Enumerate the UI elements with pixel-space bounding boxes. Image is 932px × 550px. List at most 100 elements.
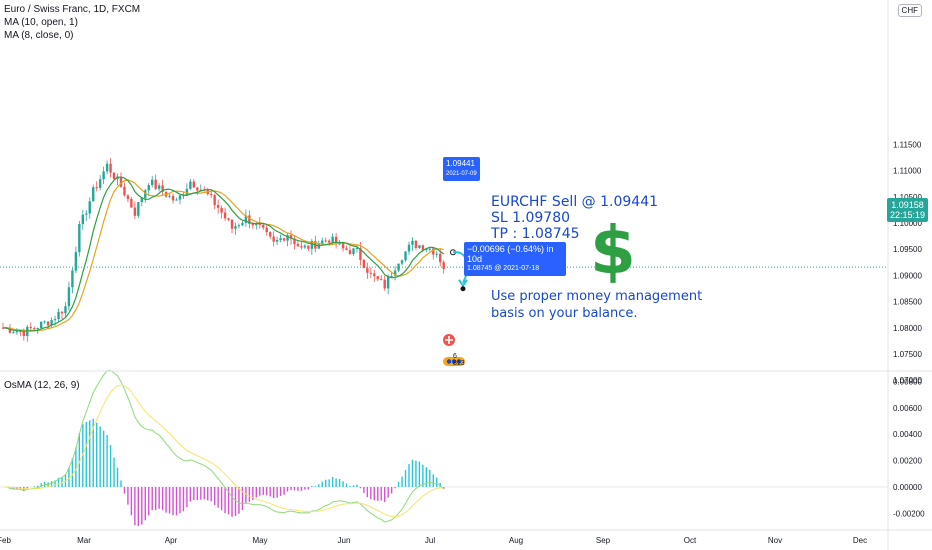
candle-body — [154, 179, 157, 189]
candle-body — [185, 188, 189, 195]
candle-body — [432, 248, 435, 255]
candle-body — [390, 275, 393, 277]
candle-body — [168, 195, 171, 197]
candle-body — [327, 240, 331, 243]
time-tick-label: May — [252, 536, 267, 545]
candle-body — [157, 185, 161, 189]
candle-body — [39, 321, 43, 328]
candle-body — [282, 238, 286, 241]
candle-body — [411, 240, 414, 245]
target-marker — [460, 286, 466, 292]
candle-body — [383, 279, 386, 289]
advice-line-1: Use proper money management — [491, 289, 703, 304]
candle-body — [241, 222, 244, 226]
candle-body — [421, 245, 425, 251]
candle-body — [341, 243, 345, 249]
price-tick-label: 1.09500 — [893, 245, 922, 254]
trade-stop-loss: SL 1.09780 — [491, 210, 571, 226]
price-tick-label: 1.09000 — [893, 271, 922, 280]
candle-body — [352, 248, 355, 255]
measure-label[interactable]: −0.00696 (−0.64%) in 10d 1.08745 @ 2021-… — [464, 242, 566, 276]
candle-body — [331, 236, 334, 243]
entry-note-date: 2021-07-09 — [446, 171, 477, 177]
candle-body — [64, 306, 67, 314]
candle-body — [355, 248, 359, 250]
candle-body — [272, 236, 275, 242]
dollar-sign-icon[interactable]: $ — [590, 212, 636, 289]
candle-body — [112, 172, 116, 179]
candle-body — [137, 202, 140, 216]
idea-badge[interactable]: 6 813 — [441, 333, 469, 374]
candle-body — [348, 250, 352, 255]
time-tick-label: Nov — [768, 536, 782, 545]
price-tick-label: 1.10000 — [893, 219, 922, 228]
candle-body — [144, 190, 147, 199]
candle-body — [196, 187, 199, 191]
candle-body — [74, 252, 78, 271]
candle-body — [262, 224, 265, 228]
ma10-legend[interactable]: MA (10, open, 1) — [4, 17, 78, 28]
candle-body — [60, 311, 64, 314]
candle-body — [428, 248, 432, 250]
candle-body — [161, 185, 164, 192]
candle-body — [414, 240, 418, 248]
time-tick-label: Aug — [509, 536, 523, 545]
time-tick-label: Jul — [425, 536, 435, 545]
candle-body — [251, 223, 255, 226]
price-tick-label: 1.11500 — [893, 140, 922, 149]
osc-tick-label: 0.00000 — [893, 483, 922, 492]
osma-legend[interactable]: OsMA (12, 26, 9) — [4, 380, 80, 391]
price-pane[interactable] — [0, 158, 888, 342]
candle-body — [345, 248, 348, 251]
trade-idea-text[interactable]: EURCHF Sell @ 1.09441 SL 1.09780 TP : 1.… — [491, 194, 658, 242]
time-tick-label: Mar — [77, 536, 91, 545]
candle-body — [98, 179, 102, 188]
candle-body — [171, 195, 175, 201]
time-tick-label: Dec — [853, 536, 867, 545]
projection-arrowhead — [458, 279, 468, 288]
time-tick-label: Feb — [0, 536, 11, 545]
candle-body — [265, 227, 268, 233]
oscillator-pane[interactable] — [0, 369, 888, 526]
candle-body — [234, 226, 237, 229]
currency-badge[interactable]: CHF — [897, 4, 922, 17]
candle-body — [397, 263, 400, 271]
candle-body — [435, 253, 438, 255]
candle-body — [289, 235, 293, 239]
osc-tick-label: 0.00600 — [893, 404, 922, 413]
measure-change: −0.00696 (−0.64%) in 10d — [467, 244, 554, 264]
candle-body — [296, 244, 300, 247]
time-tick-label: Apr — [165, 536, 178, 545]
candle-body — [275, 240, 279, 242]
candle-body — [36, 327, 39, 329]
ma8-legend[interactable]: MA (8, close, 0) — [4, 30, 74, 41]
candle-body — [22, 331, 26, 336]
candle-body — [133, 207, 137, 216]
candle-body — [67, 287, 71, 307]
trade-entry: EURCHF Sell @ 1.09441 — [491, 194, 659, 210]
candle-body — [248, 215, 251, 224]
candle-body — [123, 186, 126, 196]
symbol-legend[interactable]: Euro / Swiss Franc, 1D, FXCM — [4, 4, 141, 15]
osc-tick-label: 0.00400 — [893, 430, 922, 439]
entry-price-note[interactable]: 1.09441 2021-07-09 — [443, 157, 480, 181]
candle-body — [230, 219, 234, 229]
price-tick-label: 1.11000 — [893, 167, 922, 176]
time-tick-label: Oct — [684, 536, 697, 545]
candle-body — [46, 321, 50, 326]
price-tick-label: 1.10500 — [893, 193, 922, 202]
candle-body — [366, 268, 369, 273]
signal-line — [3, 384, 444, 518]
candle-body — [258, 223, 261, 225]
price-tick-label: 1.07500 — [893, 350, 922, 359]
candle-body — [334, 236, 338, 245]
last-price-value: 1.09158 — [891, 200, 924, 210]
price-tick-label: 1.08500 — [893, 298, 922, 307]
candle-body — [43, 321, 46, 323]
candle-body — [407, 244, 411, 252]
money-management-note[interactable]: Use proper money management basis on you… — [491, 288, 702, 322]
candle-body — [380, 279, 383, 281]
candle-body — [178, 195, 182, 200]
